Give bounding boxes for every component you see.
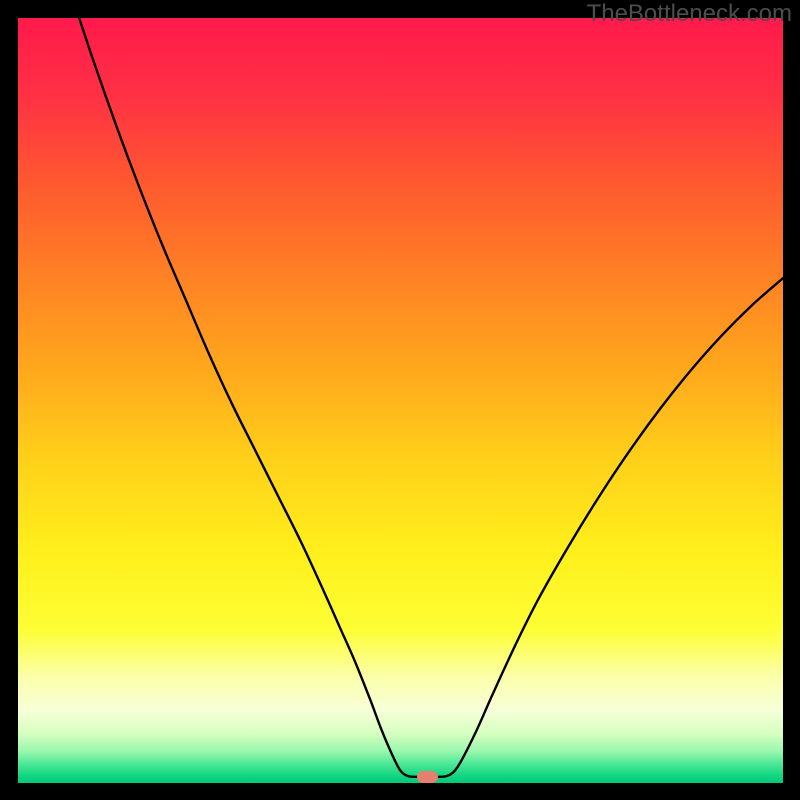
minimum-marker bbox=[417, 771, 438, 783]
chart-stage: TheBottleneck.com bbox=[0, 0, 800, 800]
gradient-background bbox=[18, 18, 783, 783]
plot-area bbox=[18, 18, 783, 783]
watermark-text: TheBottleneck.com bbox=[587, 0, 792, 28]
plot-svg bbox=[18, 18, 783, 783]
